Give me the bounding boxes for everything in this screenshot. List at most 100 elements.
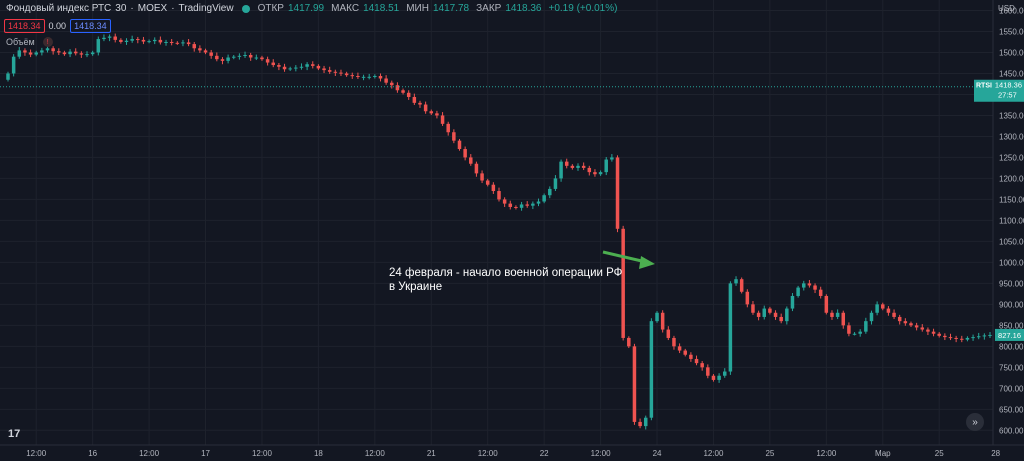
candle-body — [11, 56, 16, 74]
annotation-line-2: в Украине — [389, 281, 443, 293]
candle-body — [45, 48, 50, 51]
candle-body — [237, 55, 242, 57]
candle-body — [790, 295, 795, 309]
candle-body — [841, 312, 846, 326]
x-tick-label: 12:00 — [139, 449, 160, 458]
x-tick-label: 18 — [314, 449, 323, 458]
time-axis[interactable]: 12:00 16 12:00 17 12:00 18 12:00 21 12:00 22 12:00… — [0, 444, 1024, 458]
candle-body — [384, 78, 388, 83]
candle-body — [350, 75, 355, 77]
candle-body — [423, 104, 428, 112]
candle-body — [226, 57, 230, 61]
candle-body — [164, 41, 168, 43]
candle-body — [299, 66, 304, 68]
candle-body — [525, 204, 529, 206]
candle-body — [847, 325, 851, 334]
candle-body — [220, 59, 225, 61]
candle-body — [796, 287, 800, 296]
candle-body — [457, 140, 462, 150]
y-tick-label: 950.00 — [999, 279, 1024, 288]
x-tick-label: Мар — [875, 449, 891, 458]
y-tick-label: 1200.00 — [999, 174, 1024, 183]
candle-body — [51, 48, 55, 52]
candle-body — [813, 285, 817, 290]
last-price-value: 1418.36 — [995, 81, 1022, 90]
candle-body — [435, 113, 439, 116]
volume-warning-icon[interactable]: ! — [42, 37, 53, 47]
candle-body — [643, 417, 648, 427]
buy-price-button[interactable]: 1418.34 — [70, 19, 111, 33]
tradingview-logo-icon[interactable]: 17 — [8, 428, 21, 440]
sell-price-button[interactable]: 1418.34 — [4, 19, 45, 33]
current-price-value: 827.16 — [998, 331, 1021, 340]
price-axis[interactable]: 600.00 650.00 700.00 750.00 800.00 850.00 900.… — [992, 0, 1024, 461]
candle-body — [683, 350, 687, 355]
x-tick-label: 22 — [540, 449, 549, 458]
annotation-arrow-shaft — [602, 250, 647, 264]
candle-body — [231, 56, 236, 58]
candle-body — [965, 337, 970, 340]
candle-body — [361, 76, 366, 78]
candle-body — [28, 52, 33, 55]
candle-body — [542, 195, 546, 202]
candle-body — [881, 304, 885, 309]
candle-body — [198, 48, 202, 51]
currency-label[interactable]: USD — [998, 4, 1015, 13]
candle-body — [677, 346, 682, 351]
candle-body — [666, 329, 671, 338]
candle-body — [722, 371, 727, 376]
candle-body — [57, 51, 61, 53]
candle-body — [745, 291, 750, 305]
candle-body — [277, 65, 281, 67]
candle-body — [785, 308, 789, 322]
candle-body — [90, 52, 95, 55]
candle-body — [203, 50, 208, 53]
candle-body — [124, 40, 129, 42]
candle-body — [615, 157, 620, 229]
candle-body — [265, 59, 270, 63]
candle-body — [852, 333, 857, 335]
x-tick-label: 17 — [201, 449, 210, 458]
y-tick-label: 1550.00 — [999, 27, 1024, 36]
candle-body — [886, 308, 891, 313]
candle-body — [632, 346, 637, 422]
y-tick-label: 1350.00 — [999, 111, 1024, 120]
y-tick-label: 1100.00 — [999, 216, 1024, 225]
market-status-icon[interactable] — [241, 4, 250, 13]
y-tick-label: 800.00 — [999, 342, 1024, 351]
candle-body — [130, 39, 134, 41]
candle-body — [502, 199, 507, 204]
symbol-title[interactable]: Фондовый индекс РТС — [6, 3, 112, 14]
x-tick-label: 24 — [653, 449, 662, 458]
candle-body — [536, 201, 541, 204]
candle-body — [802, 283, 806, 288]
candle-body — [40, 50, 44, 53]
candlestick-series — [6, 33, 992, 430]
candle-body — [418, 102, 422, 105]
candle-body — [711, 375, 716, 380]
y-tick-label: 1600.00 — [999, 6, 1024, 15]
candle-body — [892, 312, 896, 317]
interval-label[interactable]: 30 — [115, 3, 127, 14]
candle-body — [73, 51, 78, 54]
candle-body — [773, 312, 778, 317]
candle-body — [107, 36, 112, 38]
candle-body — [598, 172, 603, 175]
candle-body — [333, 71, 338, 73]
candle-body — [920, 327, 925, 330]
double-chevron-right-icon[interactable]: » — [966, 413, 984, 431]
candle-body — [34, 52, 38, 55]
candle-body — [316, 65, 321, 69]
candle-body — [102, 37, 106, 40]
spread-value: 0.00 — [48, 21, 67, 31]
candle-body — [649, 321, 654, 418]
y-tick-label: 650.00 — [999, 405, 1024, 414]
candle-body — [169, 41, 174, 43]
candle-body — [897, 316, 902, 322]
candle-body — [807, 283, 812, 286]
candle-body — [390, 82, 394, 86]
volume-label[interactable]: Объём — [6, 37, 35, 47]
x-tick-label: 12:00 — [252, 449, 273, 458]
candle-body — [311, 64, 315, 66]
